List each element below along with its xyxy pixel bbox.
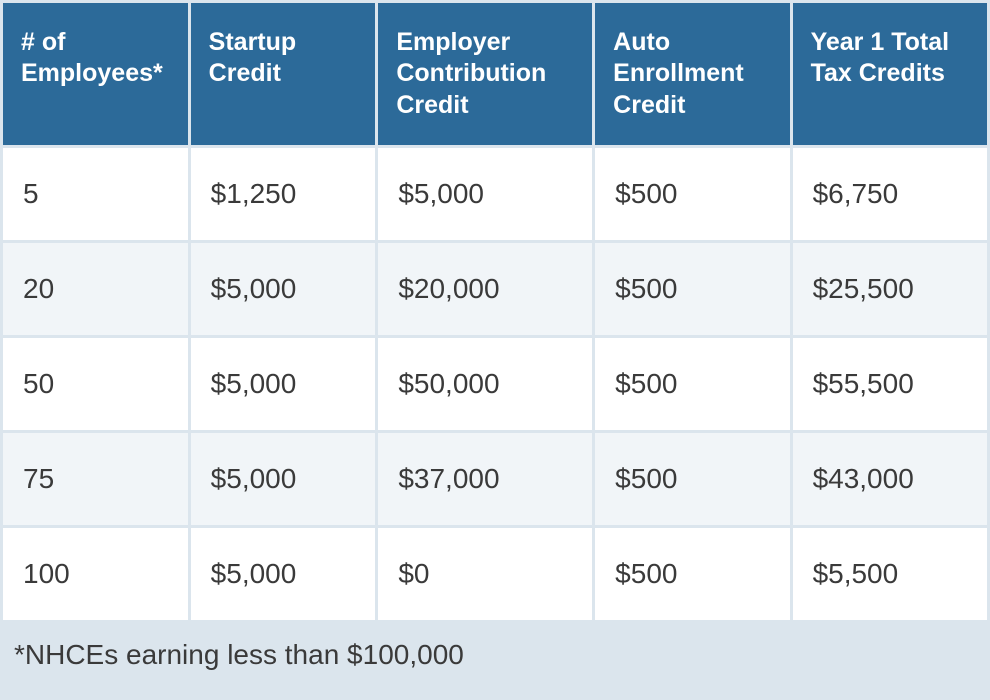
cell: $5,000 xyxy=(378,148,592,240)
col-header-year1-total: Year 1 Total Tax Credits xyxy=(793,3,987,145)
col-header-employer-contribution: Employer Contribution Credit xyxy=(378,3,592,145)
cell: $500 xyxy=(595,243,789,335)
table-row: 75 $5,000 $37,000 $500 $43,000 xyxy=(3,433,987,525)
cell: 75 xyxy=(3,433,188,525)
table-row: 100 $5,000 $0 $500 $5,500 xyxy=(3,528,987,620)
cell: $5,000 xyxy=(191,338,376,430)
cell: $500 xyxy=(595,338,789,430)
cell: 100 xyxy=(3,528,188,620)
cell: $5,000 xyxy=(191,433,376,525)
col-header-auto-enrollment: Auto Enrollment Credit xyxy=(595,3,789,145)
cell: $6,750 xyxy=(793,148,987,240)
cell: $1,250 xyxy=(191,148,376,240)
col-header-employees: # of Employees* xyxy=(3,3,188,145)
cell: 50 xyxy=(3,338,188,430)
col-header-startup-credit: Startup Credit xyxy=(191,3,376,145)
table-header: # of Employees* Startup Credit Employer … xyxy=(3,3,987,145)
table-row: 5 $1,250 $5,000 $500 $6,750 xyxy=(3,148,987,240)
cell: $20,000 xyxy=(378,243,592,335)
cell: $37,000 xyxy=(378,433,592,525)
table-body: 5 $1,250 $5,000 $500 $6,750 20 $5,000 $2… xyxy=(3,148,987,620)
tax-credits-table: # of Employees* Startup Credit Employer … xyxy=(0,0,990,623)
cell: $25,500 xyxy=(793,243,987,335)
cell: $43,000 xyxy=(793,433,987,525)
table-container: # of Employees* Startup Credit Employer … xyxy=(0,0,990,700)
cell: $55,500 xyxy=(793,338,987,430)
cell: $5,000 xyxy=(191,243,376,335)
cell: $5,500 xyxy=(793,528,987,620)
cell: $500 xyxy=(595,433,789,525)
cell: $500 xyxy=(595,148,789,240)
table-row: 20 $5,000 $20,000 $500 $25,500 xyxy=(3,243,987,335)
footnote: *NHCEs earning less than $100,000 xyxy=(0,623,990,689)
cell: 5 xyxy=(3,148,188,240)
cell: $50,000 xyxy=(378,338,592,430)
cell: $500 xyxy=(595,528,789,620)
table-row: 50 $5,000 $50,000 $500 $55,500 xyxy=(3,338,987,430)
cell: $0 xyxy=(378,528,592,620)
cell: 20 xyxy=(3,243,188,335)
cell: $5,000 xyxy=(191,528,376,620)
